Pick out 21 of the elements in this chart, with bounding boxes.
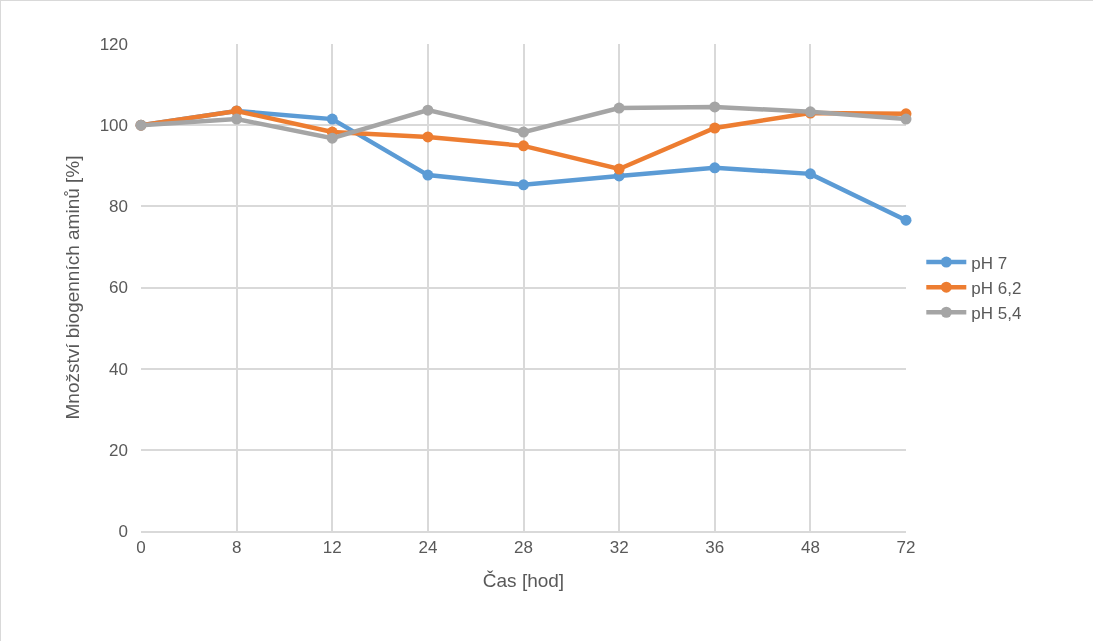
x-tick-label: 72 <box>896 538 916 558</box>
y-axis-title: Množství biogenních aminů [%] <box>62 155 84 420</box>
y-tick-label: 80 <box>109 197 128 217</box>
legend-label: pH 5,4 <box>971 303 1022 323</box>
y-tick-label: 100 <box>99 116 128 136</box>
legend-label: pH 7 <box>971 253 1008 273</box>
y-tick-label: 0 <box>118 521 128 541</box>
y-tick-label: 120 <box>99 34 128 54</box>
x-axis-title: Čas [hod] <box>482 570 565 592</box>
x-tick-label: 28 <box>514 538 533 558</box>
y-tick-label: 20 <box>109 440 128 460</box>
x-tick-label: 36 <box>705 538 725 558</box>
x-tick-label: 8 <box>231 538 242 558</box>
x-tick-label: 0 <box>136 538 146 558</box>
x-tick-label: 24 <box>418 538 438 558</box>
x-tick-label: 48 <box>800 538 820 558</box>
x-tick-label: 32 <box>609 538 629 558</box>
legend-label: pH 6,2 <box>971 278 1022 298</box>
y-tick-label: 60 <box>109 278 128 298</box>
x-tick-label: 12 <box>322 538 342 558</box>
y-tick-label: 40 <box>109 359 128 379</box>
